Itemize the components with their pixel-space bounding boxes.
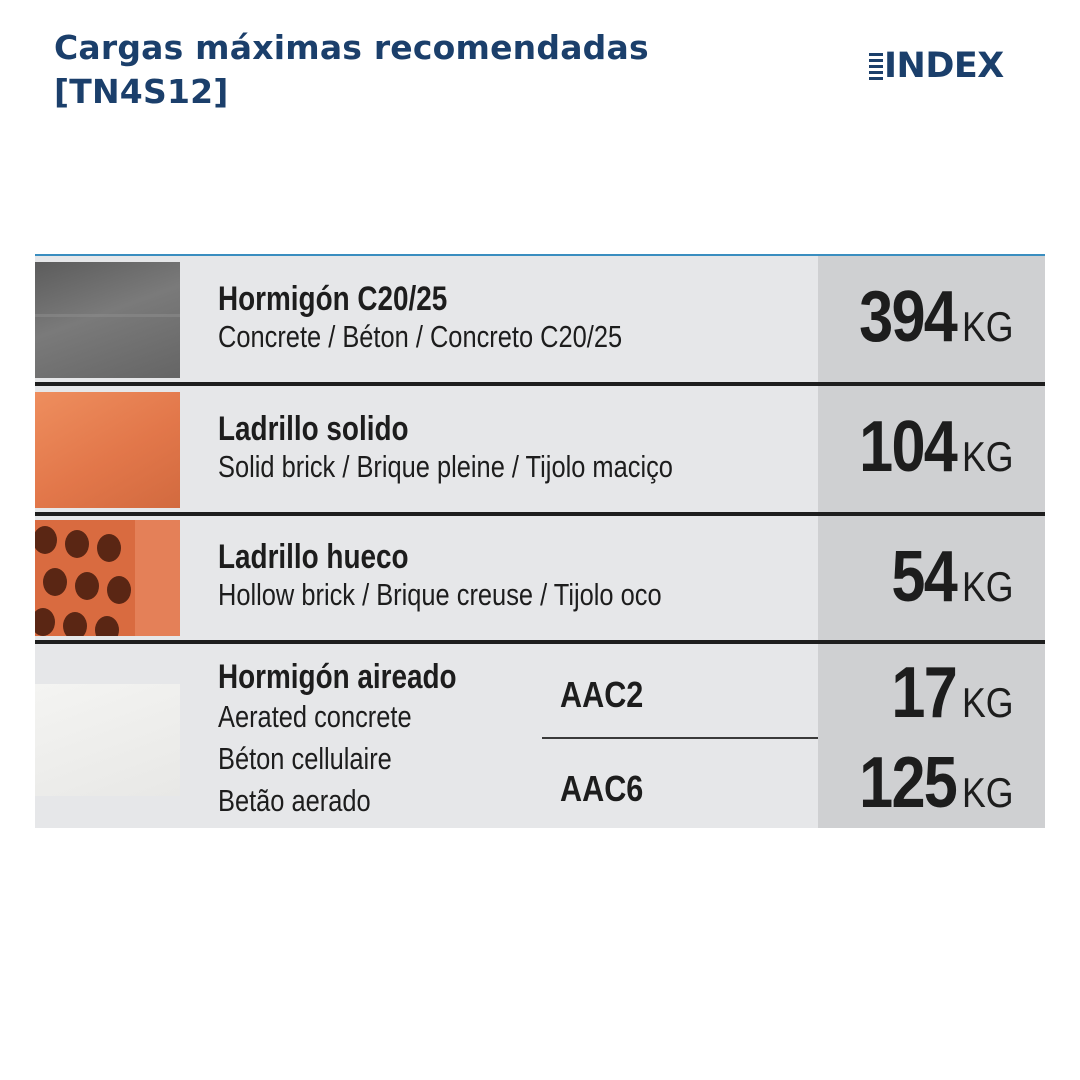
aerated-concrete-swatch-image bbox=[35, 684, 180, 796]
load-value: 394 bbox=[859, 277, 958, 357]
logo-text: INDEX bbox=[884, 46, 1004, 86]
material-name: Hormigón aireado bbox=[218, 658, 457, 696]
hollow-brick-swatch-image bbox=[35, 520, 180, 636]
material-translations: Concrete / Béton / Concreto C20/25 bbox=[218, 319, 623, 354]
load-unit: KG bbox=[962, 303, 1014, 350]
material-name: Hormigón C20/25 bbox=[218, 280, 448, 318]
solid-brick-swatch-image bbox=[35, 392, 180, 508]
variant-divider bbox=[542, 737, 1045, 739]
material-name: Ladrillo hueco bbox=[218, 538, 409, 576]
load-value: 125 bbox=[859, 743, 958, 823]
value-cell: 54 KG bbox=[818, 516, 1045, 640]
concrete-swatch-image bbox=[35, 262, 180, 378]
load-value: 104 bbox=[859, 407, 958, 487]
value-cell: 394 KG bbox=[818, 256, 1045, 382]
table-row-hollow-brick: Ladrillo hueco Hollow brick / Brique cre… bbox=[35, 516, 1045, 640]
row-divider bbox=[35, 512, 1045, 516]
table-row-concrete: Hormigón C20/25 Concrete / Béton / Concr… bbox=[35, 256, 1045, 382]
variant-code: AAC6 bbox=[560, 768, 644, 809]
load-value: 54 bbox=[891, 537, 958, 617]
material-translation-en: Aerated concrete bbox=[218, 699, 412, 734]
page-title: Cargas máximas recomendadas [TN4S12] bbox=[54, 26, 754, 114]
load-unit: KG bbox=[962, 433, 1014, 480]
material-name: Ladrillo solido bbox=[218, 410, 409, 448]
value-cell: 104 KG bbox=[818, 386, 1045, 512]
material-translations: Hollow brick / Brique creuse / Tijolo oc… bbox=[218, 577, 662, 612]
variant-code: AAC2 bbox=[560, 674, 644, 715]
index-logo: INDEX bbox=[869, 46, 1004, 86]
material-translation-fr: Béton cellulaire bbox=[218, 741, 392, 776]
load-unit: KG bbox=[962, 679, 1014, 726]
title-line-2: [TN4S12] bbox=[54, 72, 229, 111]
load-table: Hormigón C20/25 Concrete / Béton / Concr… bbox=[35, 254, 1045, 828]
load-unit: KG bbox=[962, 563, 1014, 610]
title-line-1: Cargas máximas recomendadas bbox=[54, 28, 649, 67]
table-row-aerated-concrete: Hormigón aireado Aerated concrete Béton … bbox=[35, 644, 1045, 828]
logo-stripes-icon bbox=[869, 49, 883, 83]
row-divider bbox=[35, 640, 1045, 644]
material-translation-pt: Betão aerado bbox=[218, 783, 371, 818]
load-value: 17 bbox=[891, 653, 958, 733]
table-row-solid-brick: Ladrillo solido Solid brick / Brique ple… bbox=[35, 386, 1045, 512]
row-divider bbox=[35, 382, 1045, 386]
value-cell: 17 KG 125 KG bbox=[818, 644, 1045, 828]
load-unit: KG bbox=[962, 769, 1014, 816]
material-translations: Solid brick / Brique pleine / Tijolo mac… bbox=[218, 449, 673, 484]
